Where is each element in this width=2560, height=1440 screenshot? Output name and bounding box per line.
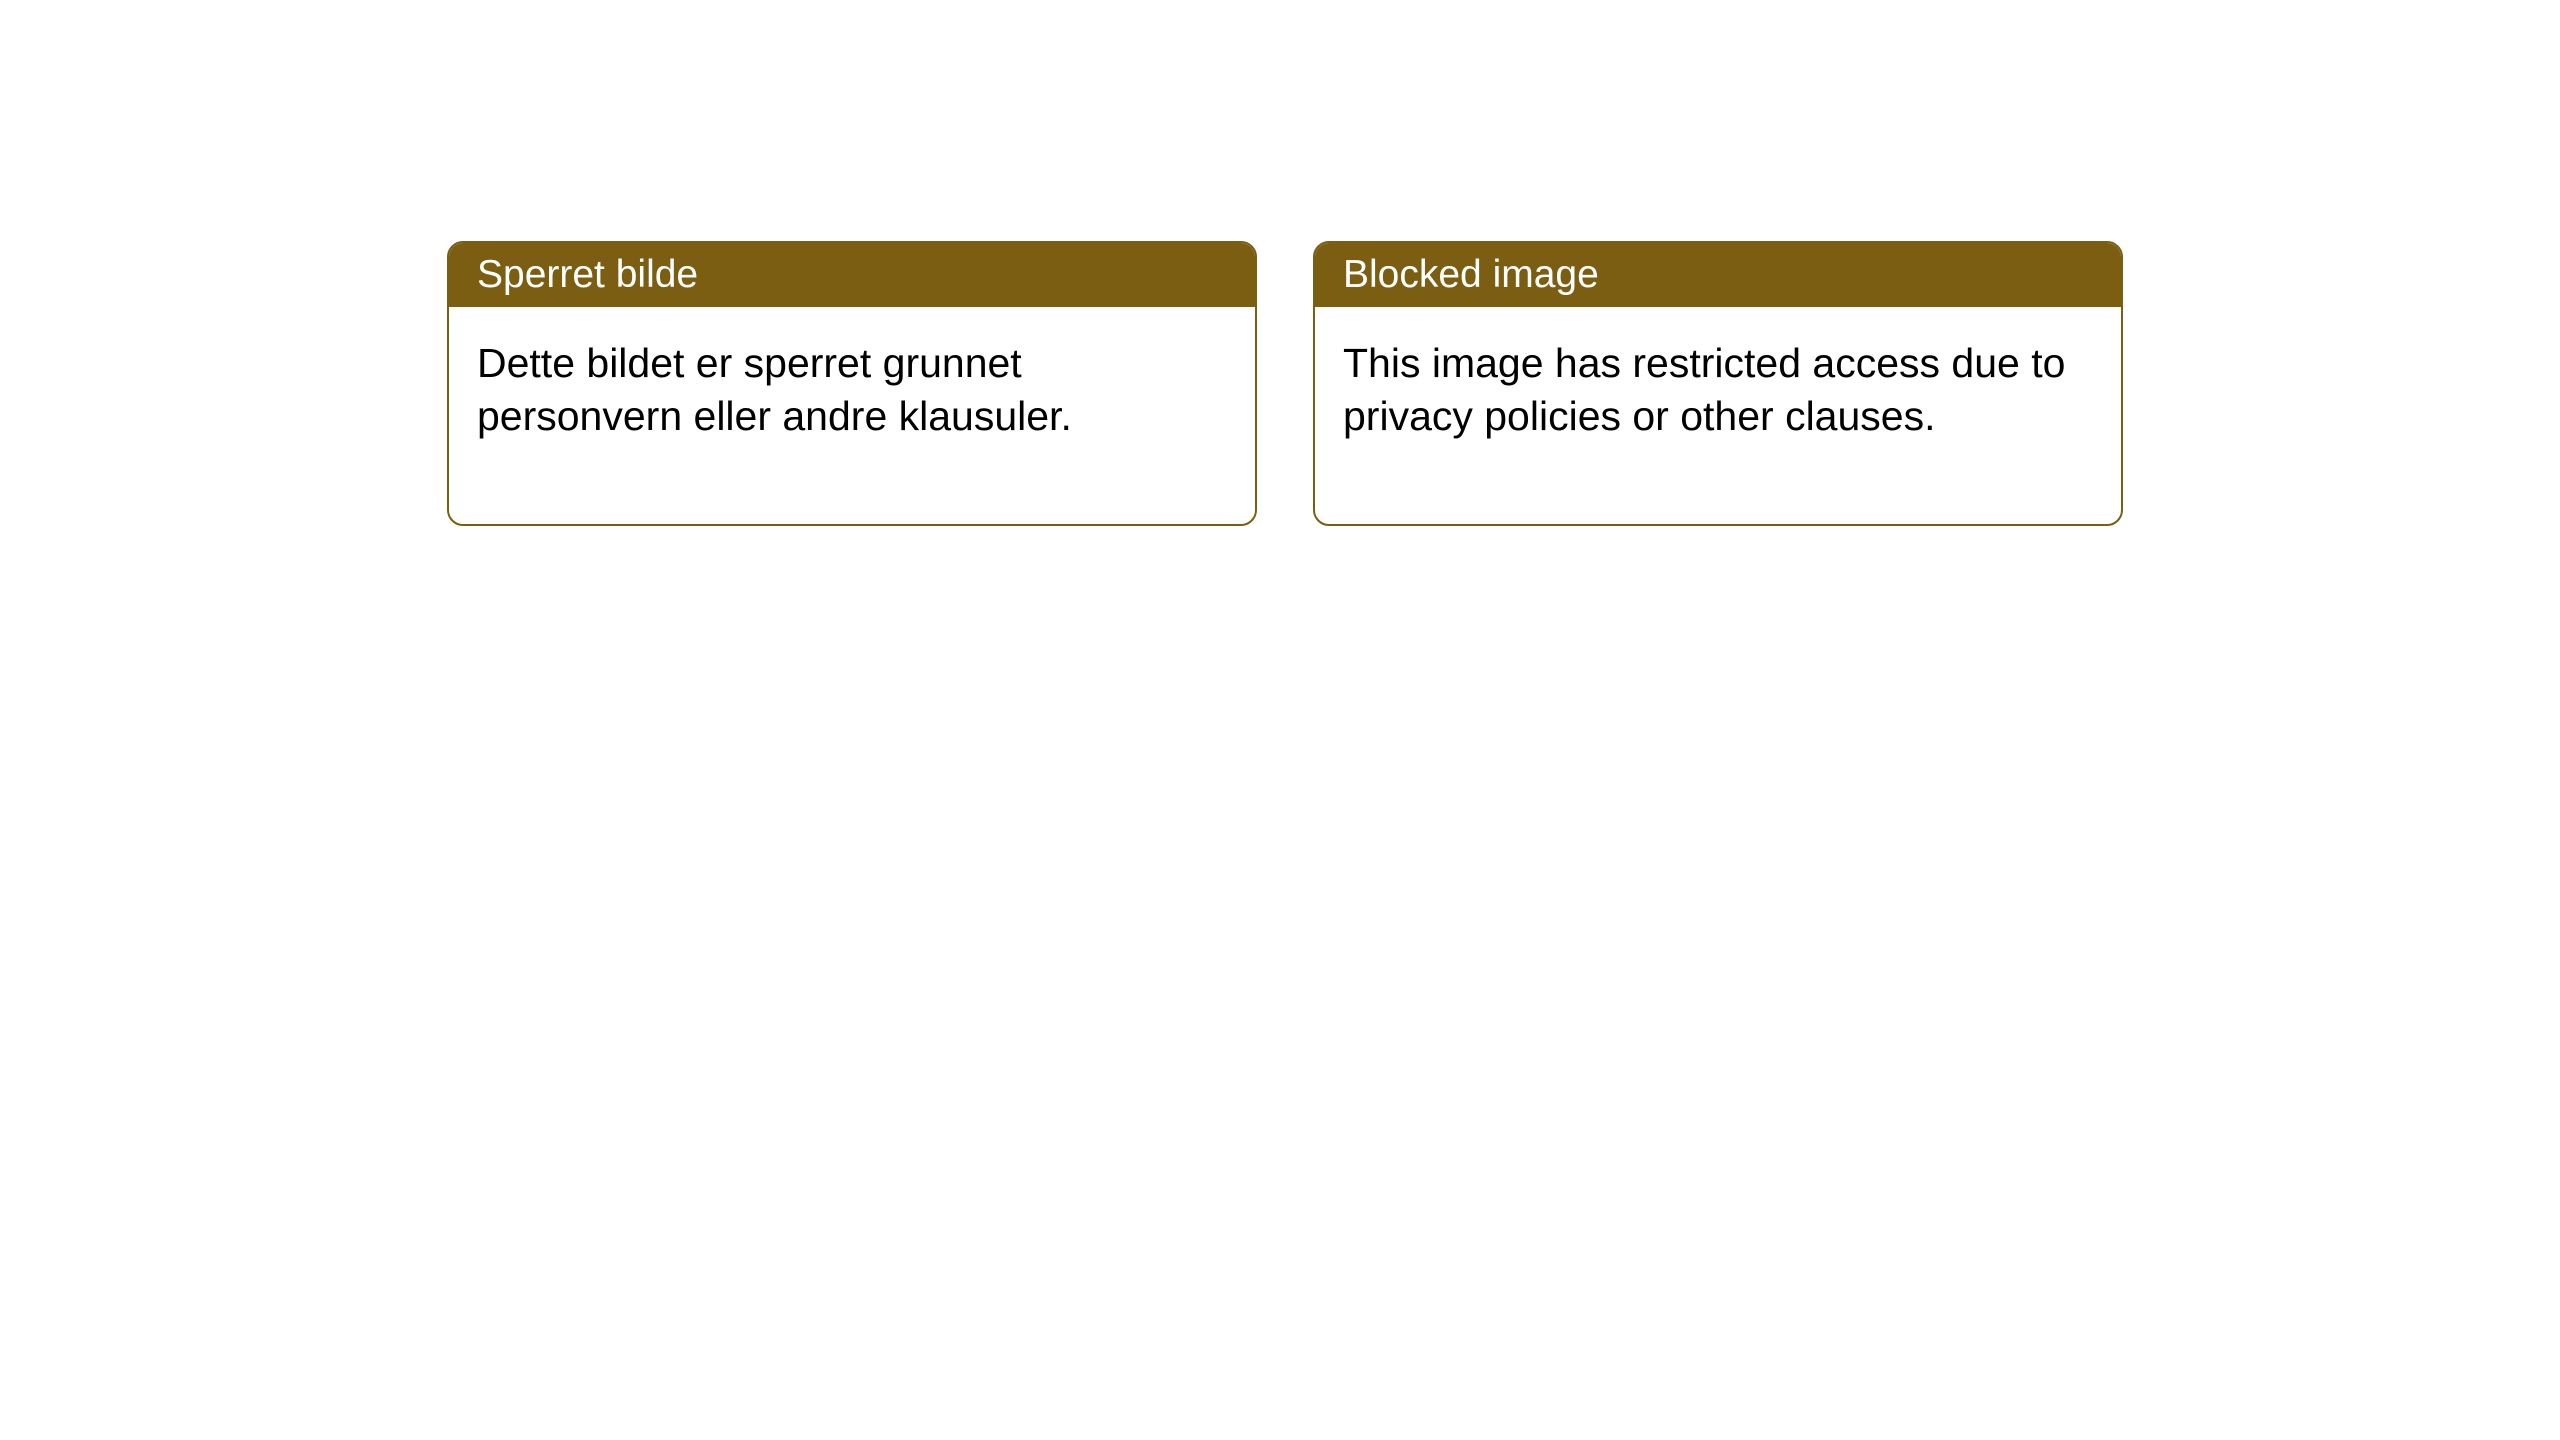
card-header: Sperret bilde xyxy=(449,243,1255,307)
card-body: This image has restricted access due to … xyxy=(1315,307,2121,524)
card-header: Blocked image xyxy=(1315,243,2121,307)
card-body-text: Dette bildet er sperret grunnet personve… xyxy=(477,340,1072,439)
notice-cards-container: Sperret bilde Dette bildet er sperret gr… xyxy=(447,241,2123,526)
notice-card-english: Blocked image This image has restricted … xyxy=(1313,241,2123,526)
notice-card-norwegian: Sperret bilde Dette bildet er sperret gr… xyxy=(447,241,1257,526)
card-title: Blocked image xyxy=(1343,253,1599,296)
card-body-text: This image has restricted access due to … xyxy=(1343,340,2065,439)
card-title: Sperret bilde xyxy=(477,253,698,296)
card-body: Dette bildet er sperret grunnet personve… xyxy=(449,307,1255,524)
